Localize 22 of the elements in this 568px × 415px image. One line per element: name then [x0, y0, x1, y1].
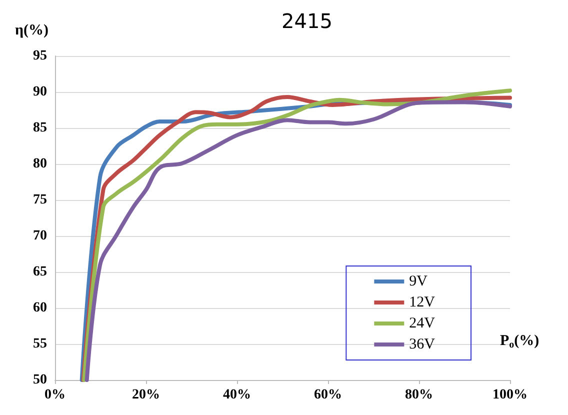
y-tick-label: 85	[33, 120, 47, 136]
legend-label: 9V	[409, 274, 428, 290]
legend-label: 36V	[409, 336, 436, 352]
y-tick-label: 65	[33, 264, 47, 280]
chart-title: 2415	[282, 9, 332, 33]
legend-label: 24V	[409, 316, 436, 332]
y-tick-label: 50	[33, 372, 47, 388]
y-tick-label: 95	[33, 48, 47, 64]
x-tick-label: 0%	[44, 388, 66, 402]
y-axis-title: η(%)	[15, 22, 49, 38]
y-tick-label: 70	[33, 228, 47, 244]
y-tick-label: 90	[33, 84, 47, 100]
y-tick-label: 75	[33, 192, 47, 208]
x-tick-label: 100%	[492, 388, 528, 402]
x-tick-label: 40%	[223, 388, 251, 402]
y-tick-label: 80	[33, 156, 47, 172]
legend-label: 12V	[409, 294, 436, 310]
x-tick-label: 80%	[405, 388, 433, 402]
x-tick-label: 20%	[132, 388, 160, 402]
y-tick-label: 60	[33, 300, 47, 316]
y-tick-label: 55	[33, 336, 47, 352]
x-tick-label: 60%	[314, 388, 342, 402]
